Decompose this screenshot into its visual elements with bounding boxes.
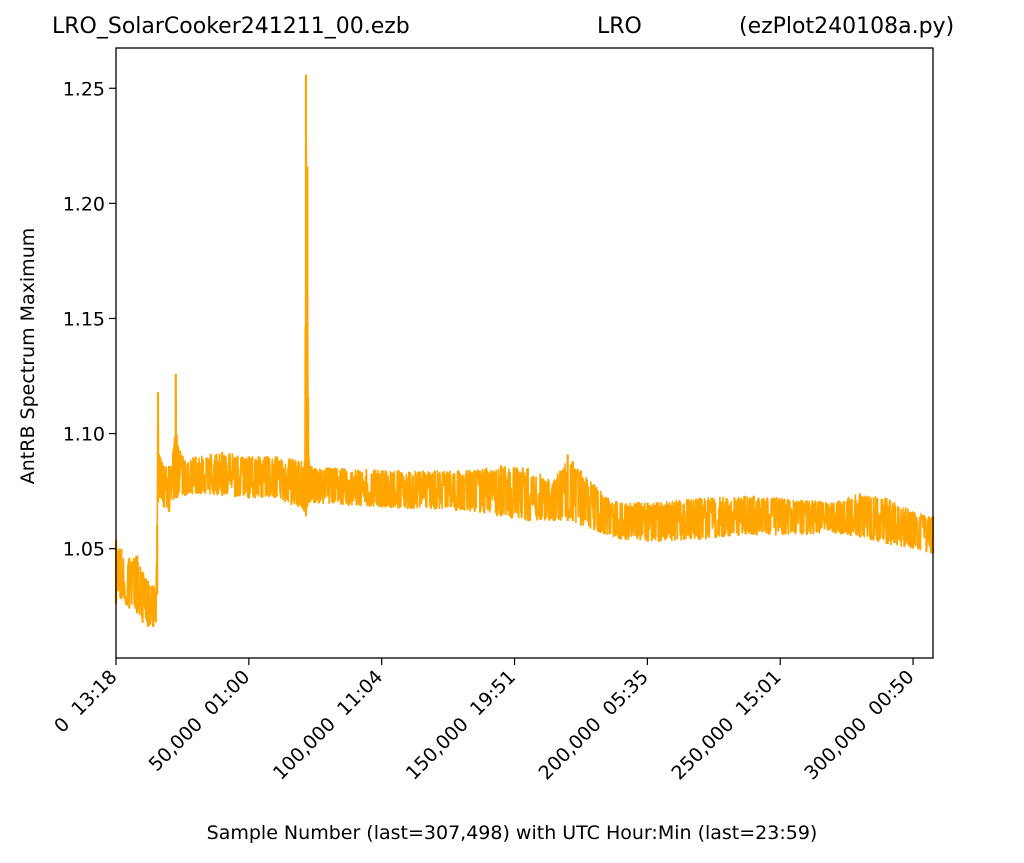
y-tick-label: 1.15 [63,308,105,330]
x-tick-label: 100,000 11:04 [269,666,387,784]
x-tick-label: 250,000 15:01 [667,666,785,784]
header-filename: LRO_SolarCooker241211_00.ezb [52,14,410,39]
x-tick-label: 0 13:18 [50,666,121,737]
series-layer [114,74,935,627]
axis-layer: 0 13:18 50,000 01:00 100,000 11:04 150,000 … [50,78,918,784]
y-tick-label: 1.25 [63,78,105,100]
y-axis-label: AntRB Spectrum Maximum [17,227,39,485]
x-tick-label: 150,000 19:51 [402,666,520,784]
x-tick-label: 200,000 05:35 [535,666,653,784]
header-station: LRO [597,14,642,39]
y-tick-label: 1.20 [63,193,105,215]
y-tick-label: 1.05 [63,539,105,561]
y-tick-label: 1.10 [63,424,105,446]
plot-frame [115,47,934,659]
series-peaks [114,74,935,627]
x-tick-label: 300,000 00:50 [800,666,918,784]
series-line [115,107,934,627]
x-tick-label: 50,000 01:00 [145,666,255,776]
x-axis-label: Sample Number (last=307,498) with UTC Ho… [206,822,818,844]
header-script: (ezPlot240108a.py) [739,14,955,39]
